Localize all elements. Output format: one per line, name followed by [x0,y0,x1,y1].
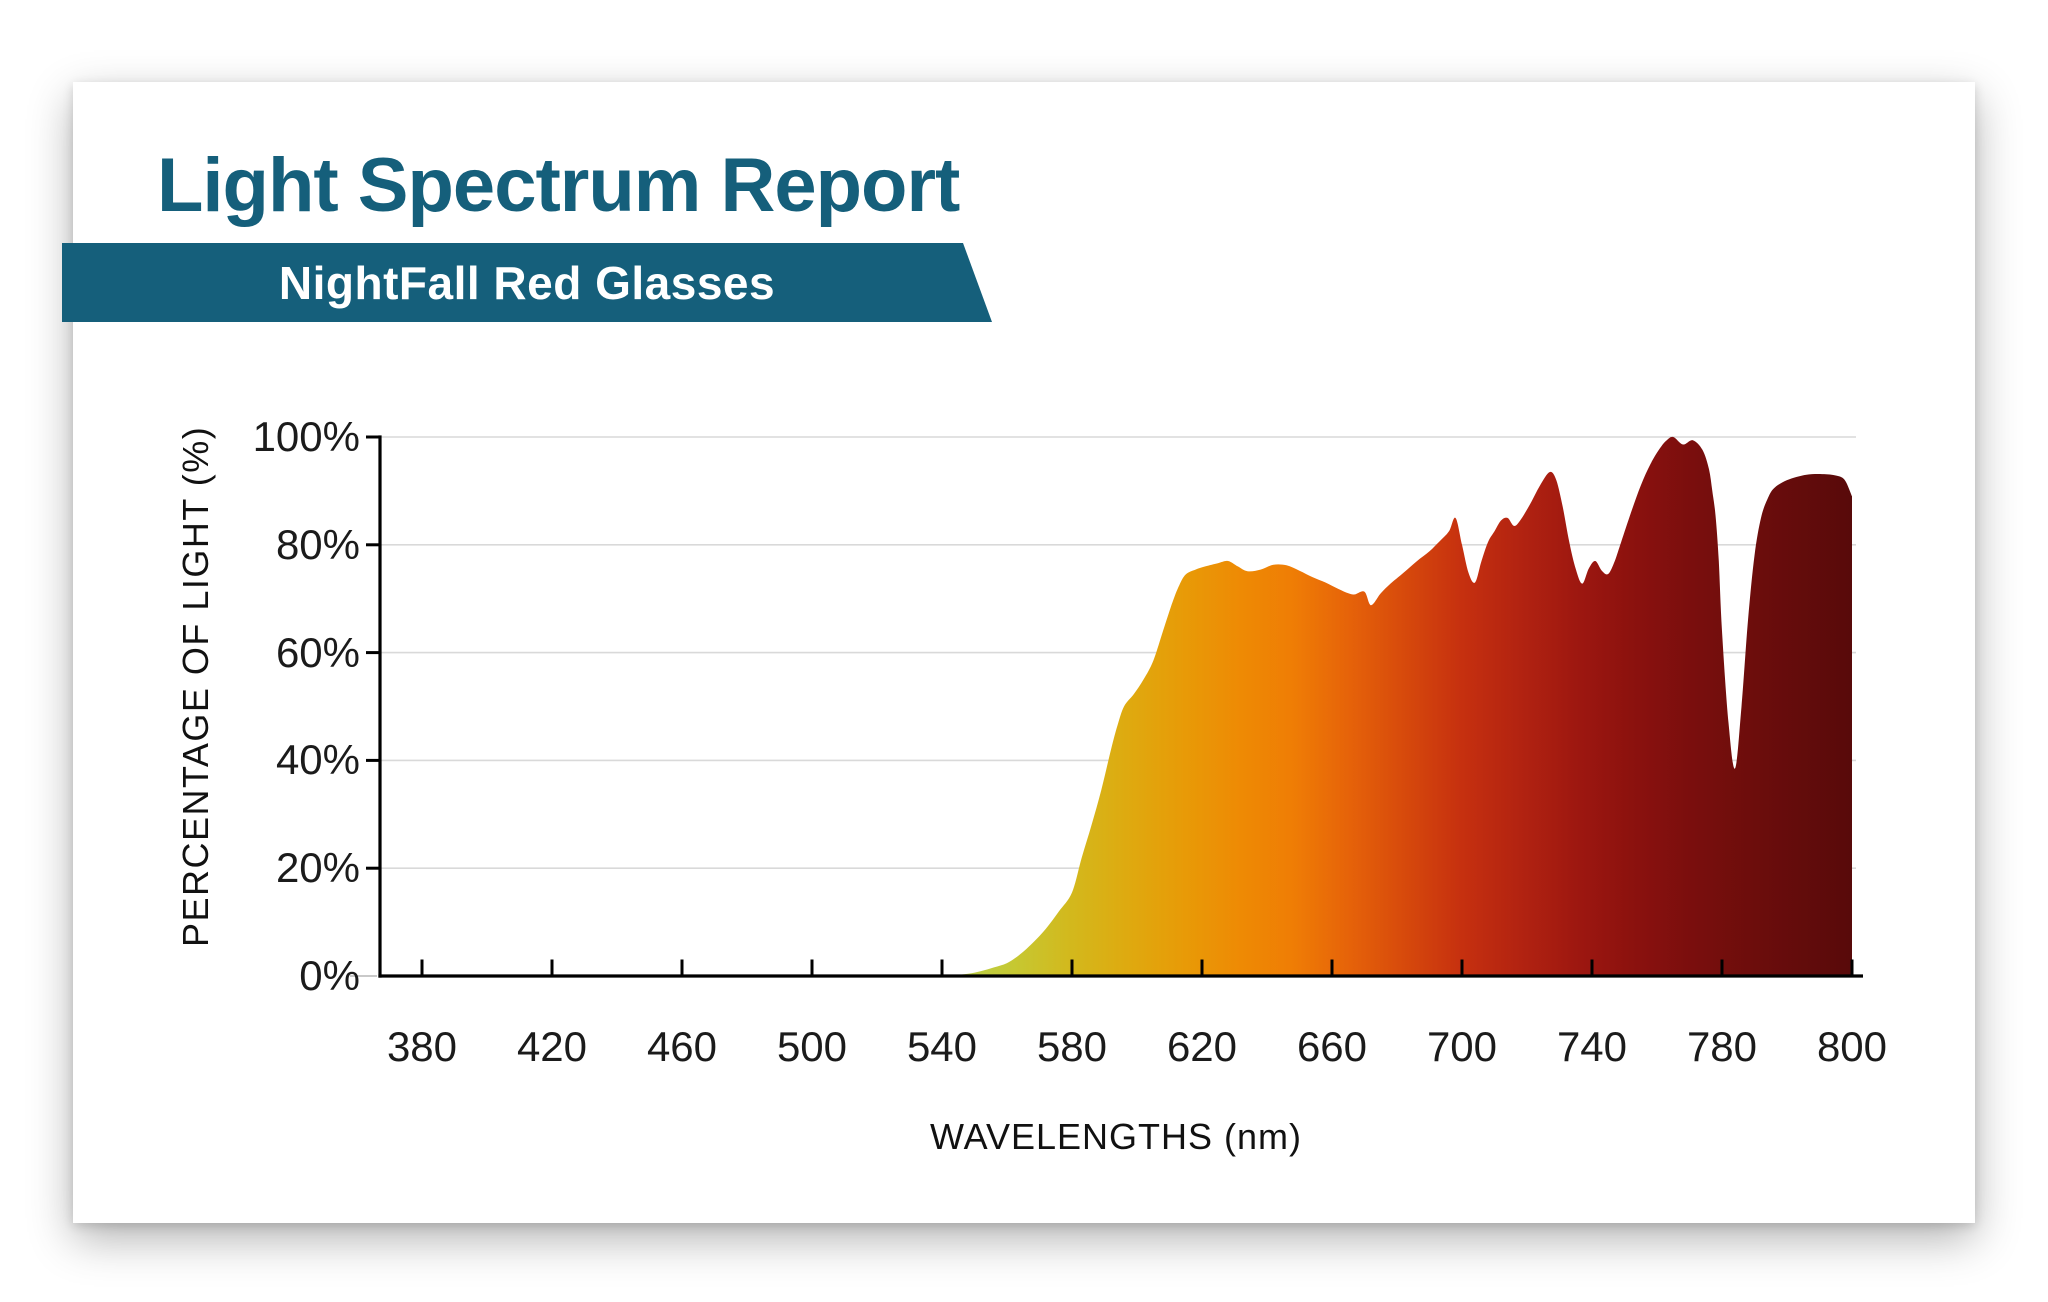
y-tick-label-80%: 80% [275,520,360,568]
spectrum-chart: PERCENTAGE OF LIGHT (%) WAVELENGTHS (nm)… [73,82,1975,1223]
report-title: Light Spectrum Report [157,143,960,228]
y-tick-label-100%: 100% [252,413,360,460]
transmission-area [422,436,1852,977]
x-tick-label-780: 780 [1686,1023,1758,1070]
x-tick-label-460: 460 [646,1023,718,1070]
y-tick-label-20%: 20% [275,844,360,892]
report-card: Light Spectrum Report NightFall Red Glas… [73,82,1975,1223]
x-tick-label-800: 800 [1816,1023,1888,1070]
x-tick-label-620: 620 [1166,1023,1238,1070]
x-tick-label-420: 420 [516,1023,588,1070]
x-tick-label-580: 580 [1036,1023,1108,1070]
y-tick-label-40%: 40% [275,736,360,784]
y-tick-label-0%: 0% [299,952,360,999]
y-tick-label-60%: 60% [275,628,360,676]
x-tick-label-700: 700 [1426,1023,1498,1070]
x-tick-label-740: 740 [1556,1023,1628,1070]
x-tick-label-540: 540 [906,1023,978,1070]
x-tick-label-380: 380 [386,1023,458,1070]
x-axis-title: WAVELENGTHS (nm) [929,1116,1303,1157]
x-tick-label-660: 660 [1296,1023,1368,1070]
product-name: NightFall Red Glasses [278,256,776,309]
spectrum-area-plot [350,435,1863,978]
product-banner: NightFall Red Glasses [62,243,992,322]
x-tick-label-500: 500 [776,1023,848,1070]
